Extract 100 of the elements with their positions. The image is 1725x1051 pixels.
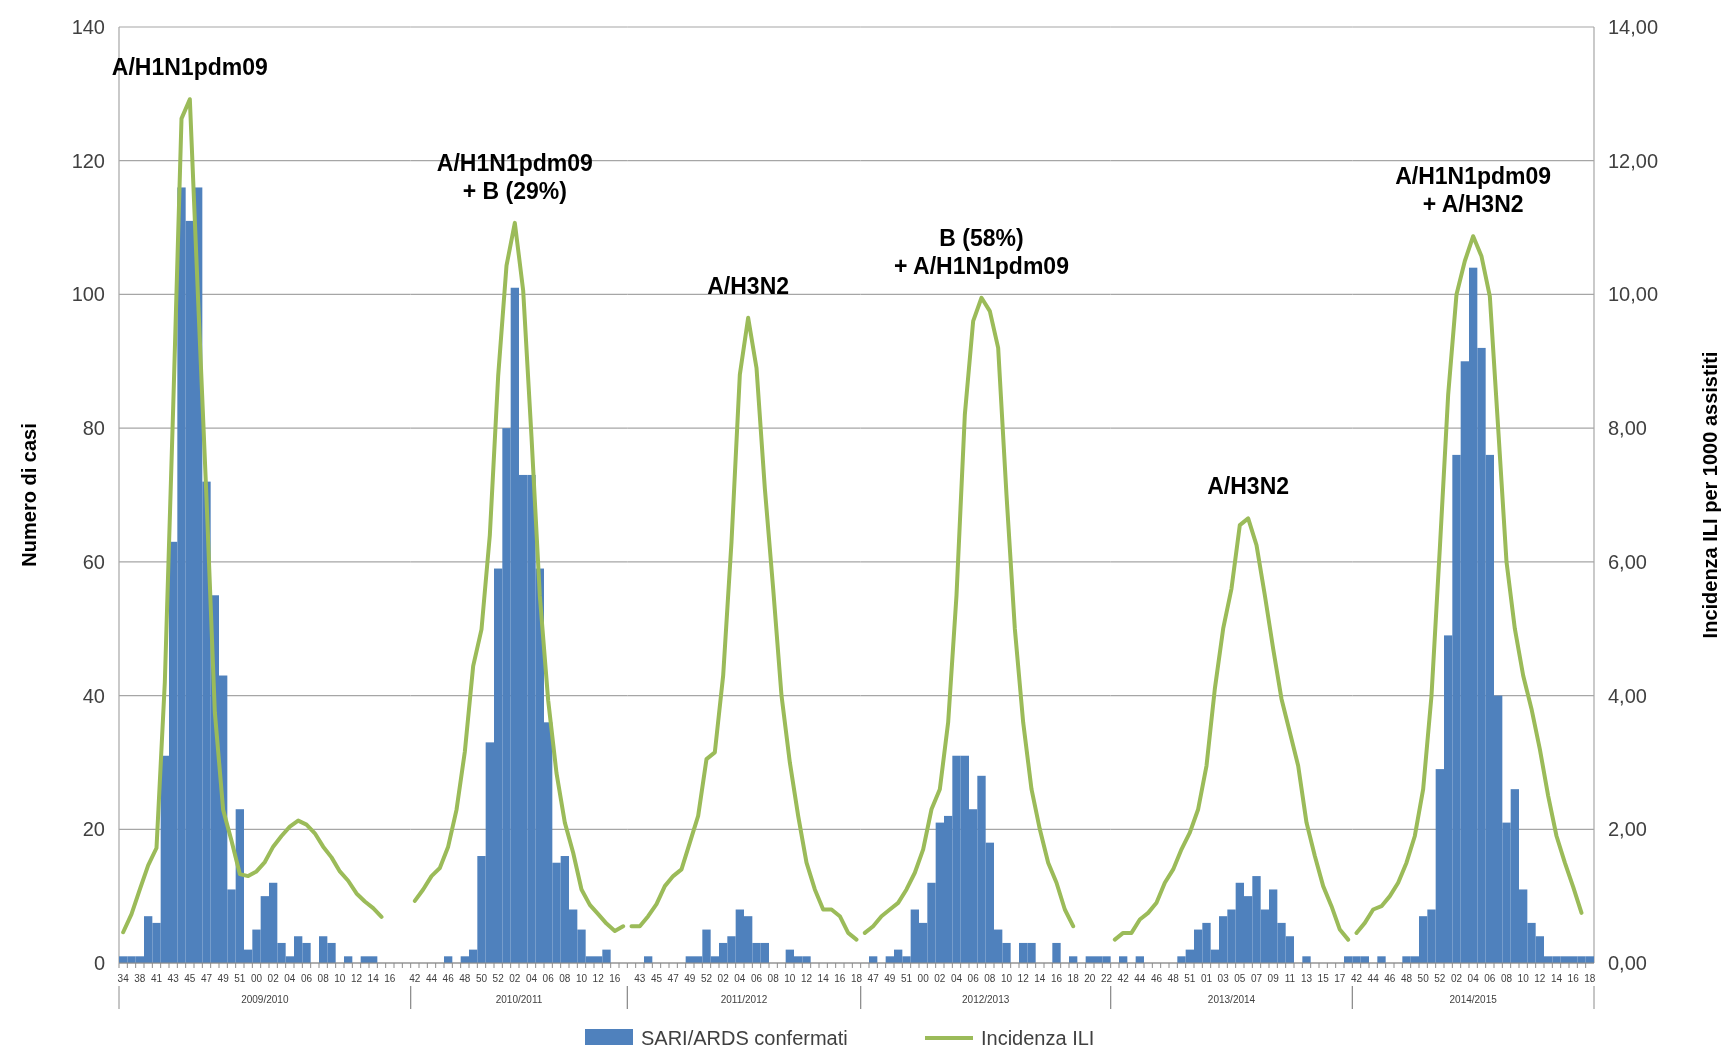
x-tick-label: 18	[1067, 973, 1080, 984]
x-tick-label: 50	[1417, 973, 1430, 984]
x-tick-label: 16	[1567, 973, 1580, 984]
x-tick-label: 06	[300, 973, 313, 984]
x-tick-label: 02	[717, 973, 730, 984]
x-tick-label: 43	[167, 973, 180, 984]
x-tick-label: 16	[1050, 973, 1063, 984]
x-tick-label: 07	[1250, 973, 1263, 984]
x-tick-label: 50	[475, 973, 488, 984]
x-tick-label: 52	[1434, 973, 1446, 984]
x-tick-label: 16	[384, 973, 396, 984]
x-tick-label: 04	[525, 973, 538, 984]
x-tick-label: 49	[217, 973, 230, 984]
y-tick-label: 80	[82, 417, 105, 440]
x-tick-label: 14	[367, 973, 380, 984]
x-tick-label: 04	[950, 973, 963, 984]
x-tick-label: 02	[509, 973, 521, 984]
x-tick-label: 16	[834, 973, 846, 984]
x-tick-label: 04	[1467, 973, 1480, 984]
x-tick-label: 10	[575, 973, 588, 984]
x-tick-label: 47	[867, 973, 880, 984]
x-axis-title: 2013/2014	[1207, 994, 1256, 1005]
x-tick-label: 06	[1484, 973, 1496, 984]
x-tick-label: 42	[1117, 973, 1130, 984]
x-axis-title: 2011/2012	[720, 994, 768, 1005]
x-tick-label: 42	[1350, 973, 1363, 984]
x-tick-label: 13	[1300, 973, 1313, 984]
x-tick-label: 51	[234, 973, 246, 984]
x-tick-label: 11	[1284, 973, 1296, 984]
x-tick-label: 15	[1317, 973, 1330, 984]
x-tick-label: 48	[459, 973, 471, 984]
x-tick-label: 48	[1167, 973, 1180, 984]
annotation: B (58%) + A/H1N1pdm09	[894, 224, 1069, 279]
x-tick-label: 10	[334, 973, 346, 984]
x-tick-label: 41	[150, 973, 163, 984]
x-tick-label: 17	[1334, 973, 1346, 984]
annotation: A/H1N1pdm09 + A/H3N2	[1395, 163, 1552, 218]
x-tick-label: 51	[1184, 973, 1196, 984]
x-tick-label: 03	[1217, 973, 1230, 984]
x-tick-label: 05	[1234, 973, 1246, 984]
y-tick-label: 0	[93, 952, 105, 974]
y-tick-label: 20	[82, 818, 105, 841]
x-tick-label: 02	[934, 973, 946, 984]
annotation: A/H3N2	[1207, 473, 1290, 500]
x-tick-label: 12	[1534, 973, 1546, 984]
y-tick-label: 40	[82, 684, 105, 707]
x-tick-label: 12	[592, 973, 605, 984]
x-tick-label: 44	[425, 973, 438, 984]
x-axis-title: 2012/2013	[962, 994, 1010, 1005]
y2-tick-label: 2,00	[1608, 818, 1647, 841]
x-tick-label: 08	[559, 973, 571, 984]
x-tick-label: 14	[1550, 973, 1563, 984]
x-tick-label: 09	[1267, 973, 1280, 984]
x-tick-label: 49	[884, 973, 896, 984]
x-tick-label: 52	[700, 973, 713, 984]
x-tick-label: 49	[684, 973, 696, 984]
y2-tick-label: 4,00	[1608, 684, 1647, 707]
y2-tick-label: 0,00	[1608, 952, 1647, 974]
x-axis-title: 2009/2010	[241, 994, 289, 1005]
x-tick-label: 51	[900, 973, 913, 984]
annotation: A/H3N2	[707, 272, 790, 299]
y2-tick-label: 12,00	[1608, 149, 1659, 172]
x-tick-label: 34	[117, 973, 130, 984]
x-tick-label: 02	[267, 973, 280, 984]
y2-tick-label: 8,00	[1608, 417, 1647, 440]
x-tick-label: 00	[917, 973, 930, 984]
x-tick-label: 20	[1084, 973, 1096, 984]
x-tick-label: 14	[817, 973, 830, 984]
x-tick-label: 44	[1367, 973, 1380, 984]
x-tick-label: 02	[1450, 973, 1463, 984]
x-tick-label: 10	[1000, 973, 1013, 984]
x-tick-label: 47	[667, 973, 680, 984]
y-tick-label: 140	[71, 16, 105, 38]
y2-tick-label: 14,00	[1608, 16, 1659, 38]
x-tick-label: 06	[542, 973, 555, 984]
y-tick-label: 100	[71, 283, 105, 306]
y-tick-label: 60	[82, 550, 105, 573]
x-tick-label: 06	[750, 973, 763, 984]
x-tick-label: 18	[1584, 973, 1596, 984]
x-tick-label: 46	[442, 973, 455, 984]
x-tick-label: 52	[492, 973, 505, 984]
x-tick-label: 43	[634, 973, 646, 984]
x-tick-label: 10	[784, 973, 796, 984]
x-axis-title: 2014/2015	[1449, 994, 1498, 1005]
y-tick-label: 120	[71, 149, 105, 172]
x-tick-label: 14	[1034, 973, 1046, 984]
x-tick-label: 12	[350, 973, 363, 984]
x-tick-label: 00	[250, 973, 263, 984]
legend-label: Incidenza ILI	[981, 1027, 1095, 1049]
x-tick-label: 04	[734, 973, 746, 984]
y-axis-title: Numero di casi	[18, 423, 40, 567]
x-tick-label: 48	[1400, 973, 1413, 984]
x-tick-label: 01	[1200, 973, 1213, 984]
legend-label: SARI/ARDS confermati	[641, 1027, 848, 1049]
x-tick-label: 04	[284, 973, 296, 984]
y2-tick-label: 6,00	[1608, 550, 1647, 573]
x-tick-label: 45	[650, 973, 663, 984]
x-tick-label: 06	[967, 973, 980, 984]
x-tick-label: 44	[1134, 973, 1146, 984]
x-tick-label: 08	[317, 973, 330, 984]
